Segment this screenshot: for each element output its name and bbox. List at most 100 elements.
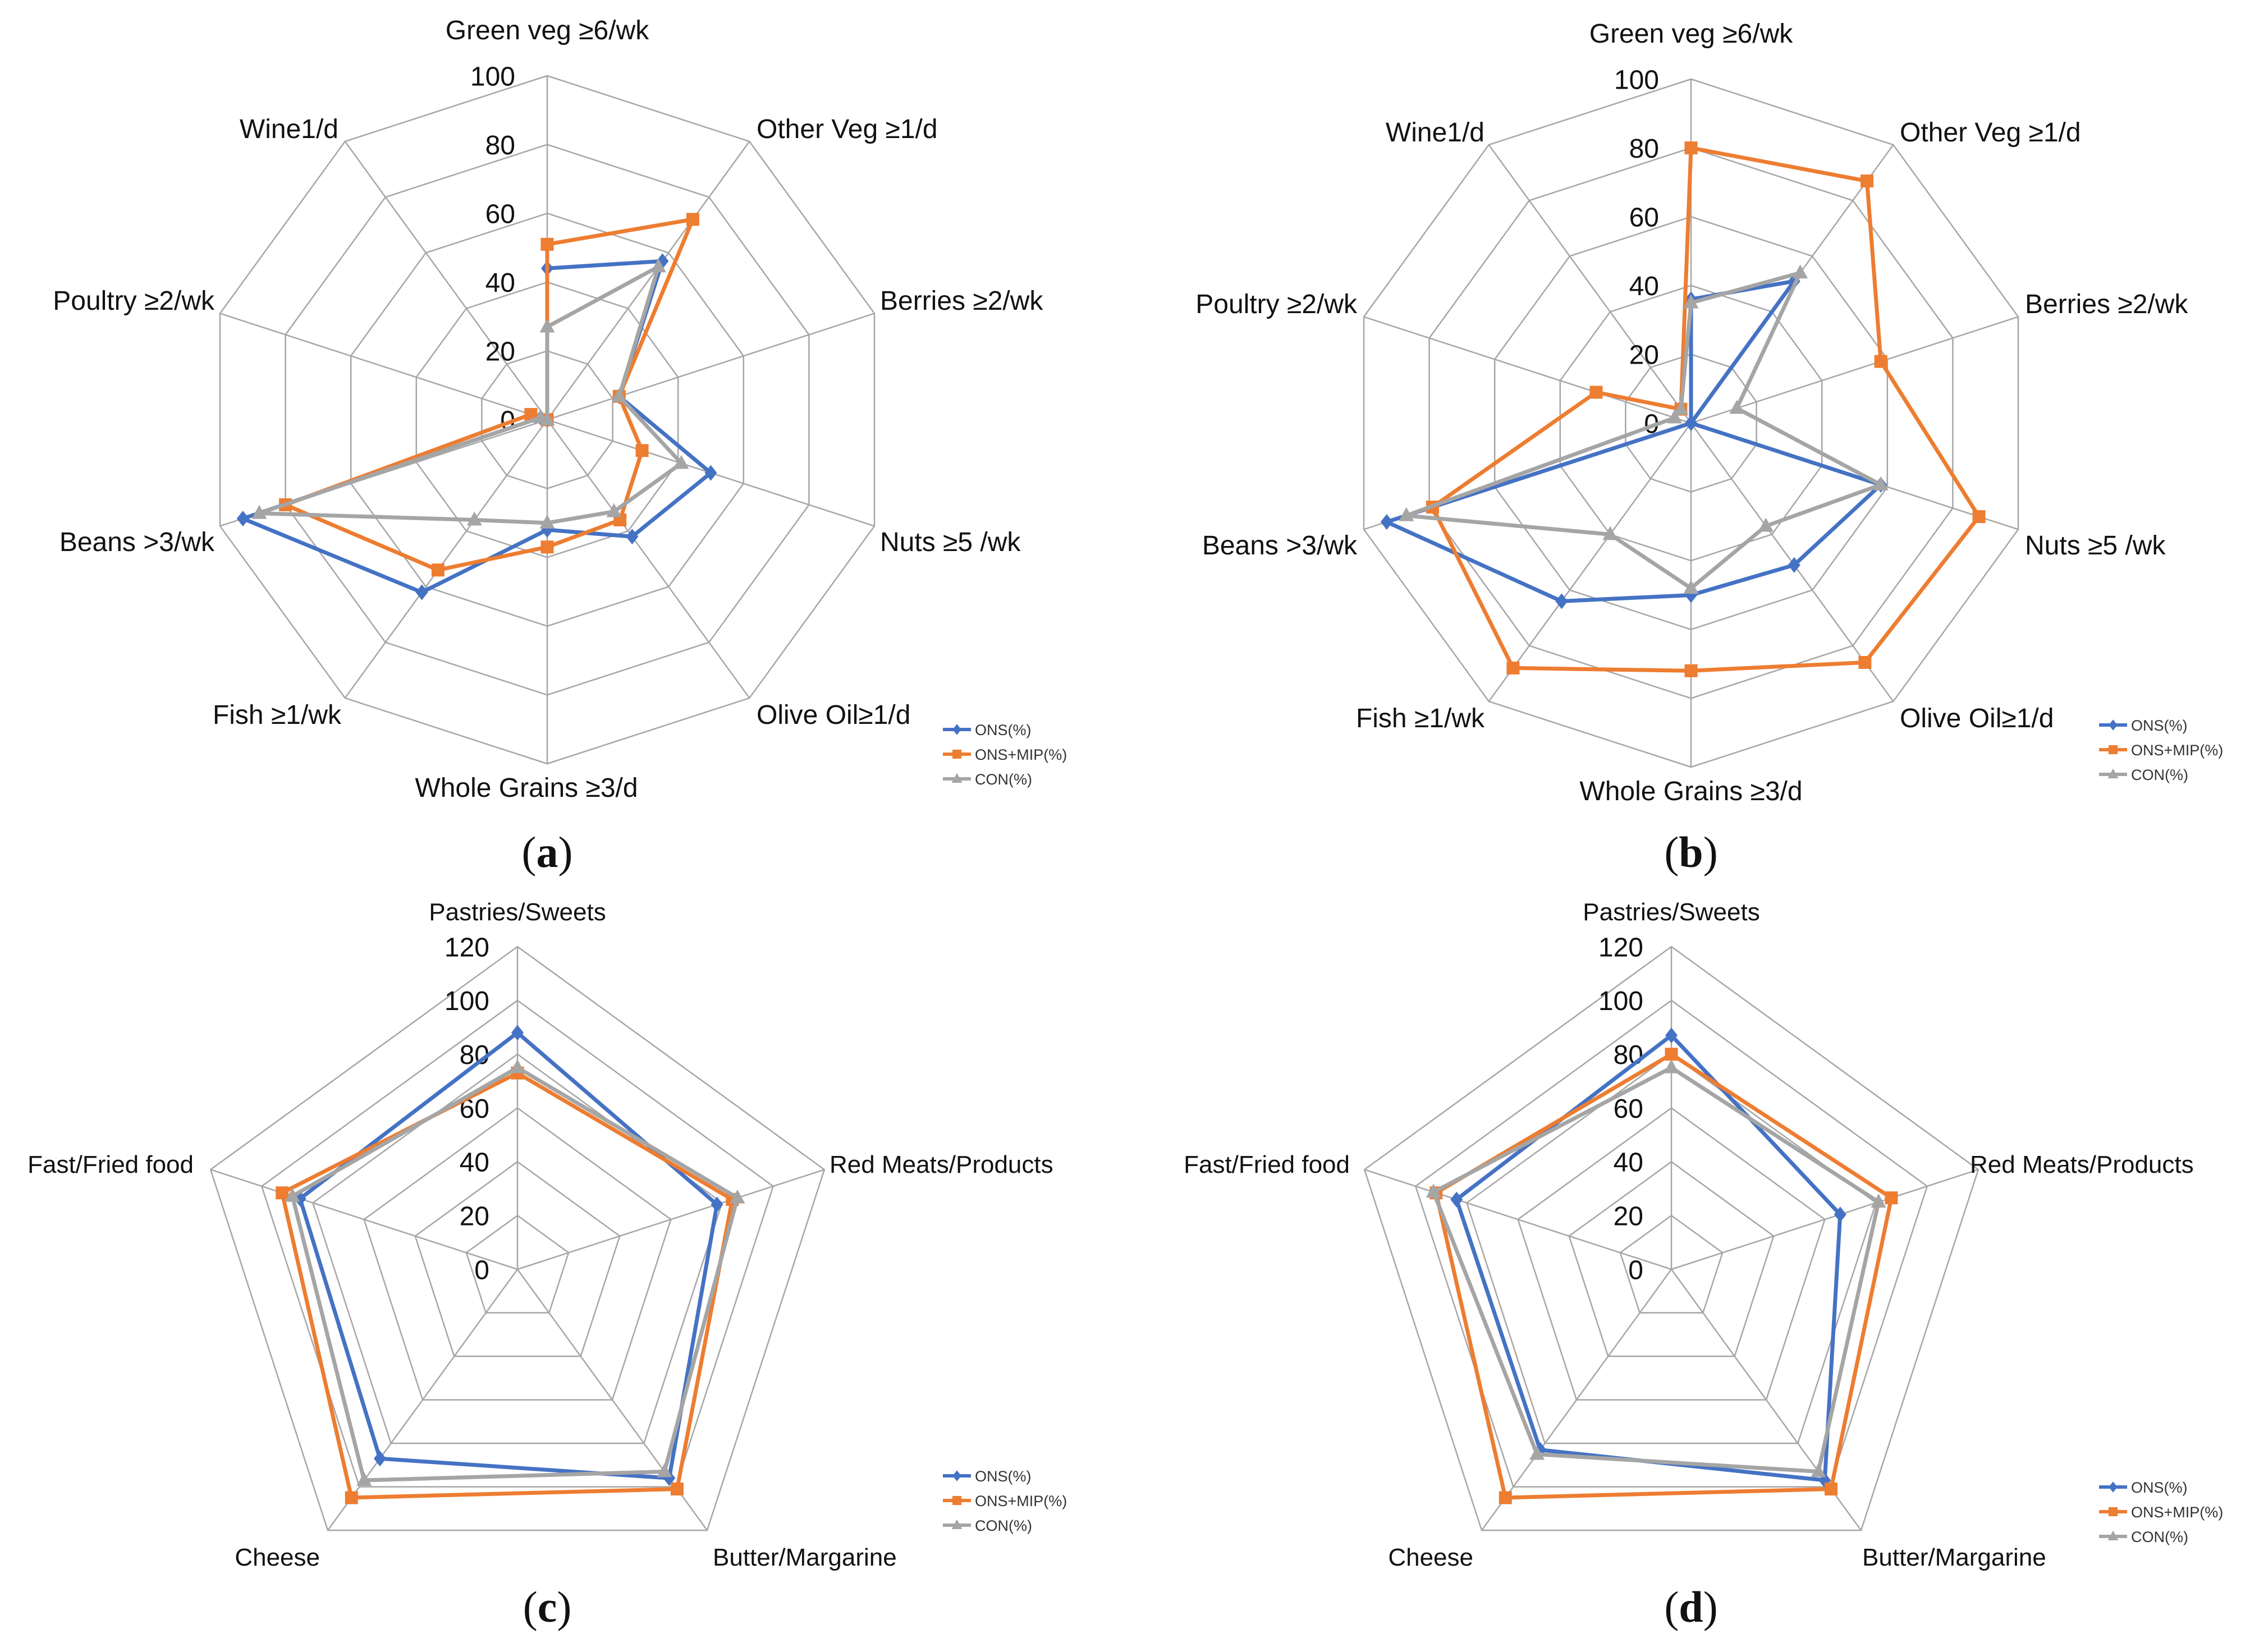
data-point-1-3: [1972, 510, 1986, 524]
axis-category-label: Olive Oil≥1/d: [757, 700, 910, 730]
spoke-9: [344, 141, 548, 420]
tick-label: 40: [460, 1148, 489, 1178]
data-point-2-9: [539, 411, 555, 425]
grid-ring-60: [1517, 1107, 1826, 1401]
tick-label: 60: [1614, 1094, 1643, 1124]
data-point-2-6: [1602, 526, 1618, 540]
series-line-1: [1434, 1052, 1894, 1500]
data-point-2-5: [1683, 580, 1699, 594]
data-point-0-9: [1685, 415, 1697, 431]
axis-category-label: Fast/Fried food: [1184, 1151, 1350, 1178]
data-point-1-0: [1665, 1048, 1678, 1061]
data-point-2-2: [1729, 400, 1745, 414]
legend-marker-2: [951, 1519, 963, 1529]
grid-ring-100: [260, 999, 775, 1488]
axis-category-label: Red Meats/Products: [1970, 1151, 2194, 1178]
tick-label: 40: [1629, 272, 1659, 301]
tick-label: 80: [1614, 1040, 1643, 1070]
data-point-0-3: [704, 465, 717, 481]
data-point-1-5: [1684, 664, 1698, 677]
axis-category-label: Beans >3/wk: [1202, 531, 1358, 561]
data-point-1-1: [1885, 1191, 1898, 1205]
spoke-8: [1363, 316, 1692, 424]
series-line-0: [1454, 1033, 1843, 1483]
legend: ONS(%) ONS+MIP(%) CON(%): [943, 1468, 1067, 1534]
spoke-9: [1488, 144, 1692, 424]
legend-marker-1: [952, 1495, 962, 1506]
legend-label: ONS+MIP(%): [2131, 1504, 2223, 1521]
tick-label: 0: [1628, 1255, 1643, 1285]
data-point-1-6: [431, 563, 445, 577]
data-point-2-3: [673, 455, 689, 469]
spoke-1: [1671, 1169, 1979, 1270]
axis-category-label: Olive Oil≥1/d: [1900, 704, 2054, 733]
data-point-1-4: [1858, 655, 1872, 669]
series-line-2: [1404, 270, 1883, 590]
tick-label: 40: [485, 268, 515, 298]
axis-category-label: Green veg ≥6/wk: [446, 16, 650, 45]
legend-label: CON(%): [2131, 767, 2188, 783]
legend-label: CON(%): [2131, 1529, 2188, 1545]
data-point-1-1: [686, 213, 699, 226]
series-line-2: [1431, 1066, 1881, 1474]
panel-caption: (b): [1664, 828, 1717, 877]
axis-category-label: Wine1/d: [240, 114, 338, 144]
axis-category-label: Berries ≥2/wk: [880, 286, 1043, 316]
spoke-1: [546, 141, 750, 420]
panel-caption: (c): [523, 1582, 572, 1631]
data-point-1-5: [540, 540, 554, 554]
legend: ONS(%) ONS+MIP(%) CON(%): [2099, 1479, 2223, 1545]
axis-category-label: Poultry ≥2/wk: [1195, 290, 1358, 319]
grid-ring-40: [1568, 1160, 1775, 1357]
data-point-1-6: [1506, 661, 1520, 674]
tick-label: 100: [445, 986, 489, 1016]
data-point-2-3: [356, 1472, 372, 1486]
axis-category-label: Red Meats/Products: [830, 1151, 1053, 1178]
data-point-0-6: [415, 584, 428, 600]
tick-label: 0: [474, 1255, 489, 1285]
series-line-0: [1385, 279, 1883, 603]
data-point-2-2: [1811, 1463, 1826, 1477]
axis-category-label: Berries ≥2/wk: [2025, 290, 2188, 319]
data-point-1-2: [1874, 355, 1887, 368]
legend: ONS(%) ONS+MIP(%) CON(%): [2099, 717, 2223, 783]
data-point-2-0: [510, 1059, 525, 1073]
data-point-0-7: [236, 511, 249, 527]
axis-category-label: Nuts ≥5 /wk: [2025, 531, 2166, 561]
spoke-3: [1481, 1269, 1673, 1531]
data-point-2-1: [1871, 1194, 1886, 1208]
tick-label: 80: [485, 131, 515, 160]
series-line-2: [290, 1066, 740, 1483]
data-point-1-3: [345, 1491, 358, 1504]
tick-label: 100: [1614, 65, 1659, 95]
axis-category-label: Fast/Fried food: [28, 1151, 194, 1178]
legend-marker-1: [952, 749, 962, 759]
tick-label: 120: [1598, 933, 1643, 962]
data-point-2-7: [251, 504, 267, 519]
data-point-2-2: [611, 388, 627, 402]
tick-label: 60: [1629, 203, 1659, 232]
legend-label: ONS(%): [2131, 717, 2188, 734]
data-point-1-3: [635, 444, 649, 457]
data-point-2-9: [1673, 401, 1689, 415]
data-point-2-8: [1667, 409, 1683, 424]
legend-label: ONS+MIP(%): [975, 1493, 1067, 1509]
data-point-2-4: [606, 503, 622, 517]
data-point-1-0: [1684, 141, 1698, 155]
tick-label: 20: [1629, 341, 1659, 370]
grid-ring-20: [1619, 1214, 1724, 1314]
data-point-0-0: [511, 1025, 524, 1041]
spoke-6: [1488, 423, 1692, 702]
axis-category-label: Cheese: [235, 1544, 320, 1571]
data-point-2-0: [539, 318, 555, 333]
panel-caption: (a): [522, 828, 573, 877]
tick-label: 60: [485, 199, 515, 229]
tick-label: 100: [470, 62, 515, 91]
spoke-1: [517, 1169, 825, 1270]
axis-category-label: Butter/Margarine: [713, 1544, 897, 1571]
axis-category-label: Beans >3/wk: [59, 527, 215, 557]
data-point-2-5: [539, 514, 555, 529]
legend-marker-1: [2108, 745, 2118, 755]
legend: ONS(%) ONS+MIP(%) CON(%): [943, 722, 1067, 788]
